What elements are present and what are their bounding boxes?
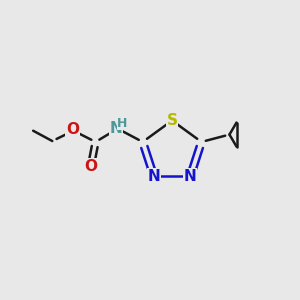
Text: N: N — [148, 169, 160, 184]
Text: N: N — [184, 169, 197, 184]
Text: O: O — [66, 122, 79, 137]
Text: H: H — [117, 117, 128, 130]
Text: O: O — [85, 159, 98, 174]
Text: N: N — [110, 121, 123, 136]
Text: S: S — [167, 113, 178, 128]
